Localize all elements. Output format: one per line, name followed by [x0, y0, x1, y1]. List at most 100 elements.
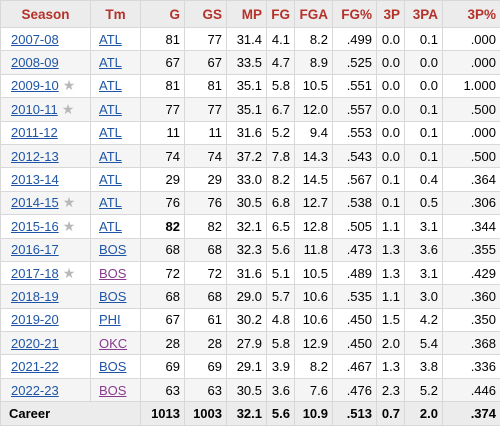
games-cell: 76 [140, 190, 185, 216]
season-link[interactable]: 2022-23 [11, 382, 59, 398]
minutes-cell: 33.0 [226, 167, 267, 192]
season-link[interactable]: 2016-17 [11, 242, 59, 258]
team-cell: BOS [90, 284, 141, 309]
season-link[interactable]: 2021-22 [11, 359, 59, 375]
season-link[interactable]: 2009-10 [11, 78, 59, 94]
field-goal-pct-cell: .473 [332, 237, 377, 262]
games-cell: 29 [140, 167, 185, 192]
field-goal-pct-cell: .567 [332, 167, 377, 192]
column-header-minutes[interactable]: MP [226, 0, 267, 28]
season-link[interactable]: 2008-09 [11, 55, 59, 71]
season-link[interactable]: 2017-18 [11, 265, 59, 281]
minutes-cell: 27.9 [226, 331, 267, 356]
column-header-games[interactable]: G [140, 0, 185, 28]
field-goals-cell: 8.2 [266, 167, 295, 192]
team-link[interactable]: BOS [99, 382, 127, 398]
column-header-team[interactable]: Tm [90, 0, 141, 28]
team-link[interactable]: OKC [99, 335, 128, 351]
team-link[interactable]: ATL [99, 55, 122, 71]
column-header-three-point-attempts[interactable]: 3PA [404, 0, 443, 28]
season-cell: 2007-08 [0, 26, 91, 52]
three-pointers-cell: 1.1 [376, 214, 405, 239]
field-goal-attempts-cell: 9.4 [294, 120, 333, 145]
team-link[interactable]: ATL [99, 101, 122, 117]
three-point-attempts-cell: 4.2 [404, 307, 443, 333]
games-started-cell: 81 [184, 73, 227, 99]
table-body: 2007-08 ATL 81 77 31.4 4.1 8.2.499 0.0 0.1.000 20… [0, 26, 500, 403]
field-goal-attempts-cell: 8.9 [294, 50, 333, 75]
table-row: 2012-13 ATL 74 74 37.2 7.8 14.3.543 0.0 0.1.500 [0, 143, 500, 169]
column-header-field-goal-pct[interactable]: FG% [332, 0, 377, 28]
field-goal-pct-cell: .525 [332, 50, 377, 75]
season-link[interactable]: 2010-11 [11, 101, 58, 117]
team-cell: BOS [90, 377, 141, 403]
team-link[interactable]: ATL [99, 78, 122, 94]
team-link[interactable]: ATL [99, 31, 122, 47]
three-point-pct-cell: .000 [442, 120, 500, 145]
team-link[interactable]: ATL [99, 148, 122, 164]
field-goal-attempts-cell: 10.6 [294, 284, 333, 309]
season-link[interactable]: 2019-20 [11, 312, 59, 328]
team-cell: ATL [90, 120, 141, 145]
field-goal-attempts-cell: 10.5 [294, 73, 333, 99]
season-link[interactable]: 2020-21 [11, 335, 59, 351]
team-link[interactable]: ATL [99, 172, 122, 188]
career-row: Career 1013 1003 32.1 5.6 10.9 .513 0.7 … [0, 401, 500, 426]
team-link[interactable]: BOS [99, 242, 127, 258]
table-row: 2010-11 ★ ATL 77 77 35.1 6.7 12.0.557 0.0 0.1.500 [0, 97, 500, 122]
minutes-cell: 37.2 [226, 143, 267, 169]
season-link[interactable]: 2018-19 [11, 288, 59, 304]
field-goals-cell: 6.8 [266, 190, 295, 216]
team-link[interactable]: ATL [99, 218, 122, 234]
column-header-three-pointers[interactable]: 3P [376, 0, 405, 28]
season-cell: 2008-09 [0, 50, 91, 75]
team-link[interactable]: ATL [99, 195, 122, 211]
three-pointers-cell: 2.3 [376, 377, 405, 403]
three-point-attempts-cell: 3.0 [404, 284, 443, 309]
field-goal-pct-cell: .538 [332, 190, 377, 216]
games-started-cell: 77 [184, 26, 227, 52]
season-link[interactable]: 2013-14 [11, 172, 59, 188]
season-cell: 2020-21 [0, 331, 91, 356]
column-header-games-started[interactable]: GS [184, 0, 227, 28]
field-goal-attempts-cell: 8.2 [294, 354, 333, 379]
season-link[interactable]: 2014-15 [11, 195, 59, 211]
season-link[interactable]: 2007-08 [11, 31, 59, 47]
field-goal-attempts-cell: 8.2 [294, 26, 333, 52]
field-goals-cell: 4.7 [266, 50, 295, 75]
season-cell: 2018-19 [0, 284, 91, 309]
season-cell: 2011-12 [0, 120, 91, 145]
table-row: 2015-16 ★ ATL 82 82 32.1 6.5 12.8.505 1.1 3.1.344 [0, 214, 500, 239]
team-link[interactable]: BOS [99, 288, 127, 304]
three-pointers-cell: 0.0 [376, 73, 405, 99]
team-link[interactable]: BOS [99, 359, 127, 375]
games-started-cell: 63 [184, 377, 227, 403]
games-started-cell: 29 [184, 167, 227, 192]
minutes-cell: 33.5 [226, 50, 267, 75]
column-header-three-point-pct[interactable]: 3P% [442, 0, 500, 28]
team-link[interactable]: ATL [99, 125, 122, 141]
column-header-season[interactable]: Season [0, 0, 91, 28]
season-link[interactable]: 2011-12 [11, 125, 58, 141]
season-link[interactable]: 2015-16 [11, 218, 59, 234]
field-goals-cell: 4.8 [266, 307, 295, 333]
games-started-cell: 82 [184, 214, 227, 239]
games-started-cell: 77 [184, 97, 227, 122]
games-started-cell: 76 [184, 190, 227, 216]
games-cell: 28 [140, 331, 185, 356]
three-point-pct-cell: 1.000 [442, 73, 500, 99]
minutes-cell: 30.5 [226, 377, 267, 403]
career-label: Career [0, 401, 141, 426]
season-link[interactable]: 2012-13 [11, 148, 59, 164]
three-point-attempts-cell: 0.1 [404, 26, 443, 52]
three-point-attempts-cell: 0.0 [404, 50, 443, 75]
field-goals-cell: 6.7 [266, 97, 295, 122]
career-fga: 10.9 [294, 401, 333, 426]
games-cell: 67 [140, 307, 185, 333]
column-header-field-goal-attempts[interactable]: FGA [294, 0, 333, 28]
career-gs: 1003 [184, 401, 227, 426]
team-link[interactable]: PHI [99, 312, 121, 328]
team-link[interactable]: BOS [99, 265, 127, 281]
column-header-field-goals[interactable]: FG [266, 0, 295, 28]
three-point-attempts-cell: 5.4 [404, 331, 443, 356]
